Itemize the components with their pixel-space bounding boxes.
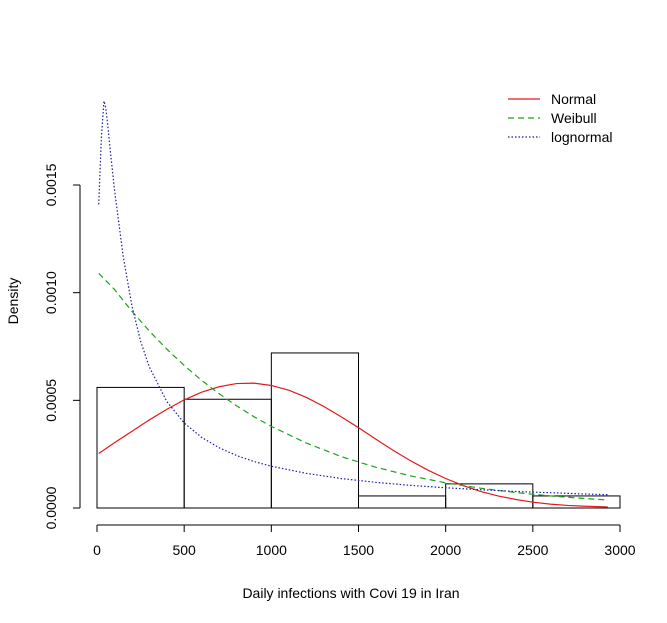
legend-label-lognormal: lognormal — [551, 129, 612, 145]
histogram-bars — [96, 352, 621, 509]
x-tick-label: 2000 — [430, 542, 461, 558]
legend-label-normal: Normal — [551, 91, 596, 107]
legend: Normal Weibull lognormal — [508, 91, 612, 145]
x-axis: 0 500 1000 1500 2000 2500 3000 — [93, 524, 636, 558]
histogram-bar-5 — [445, 483, 534, 509]
histogram-bar-2 — [183, 398, 272, 509]
fitted-curves — [98, 100, 608, 508]
y-tick-label: 0.0000 — [43, 486, 59, 529]
y-axis-label: Density — [5, 278, 21, 325]
histogram-bar-3 — [270, 352, 360, 509]
legend-label-weibull: Weibull — [551, 110, 597, 126]
histogram-bar-4 — [358, 495, 447, 509]
y-tick-label: 0.0015 — [43, 163, 59, 206]
y-tick-label: 0.0010 — [43, 271, 59, 314]
y-axis: 0.0000 0.0005 0.0010 0.0015 — [43, 163, 81, 529]
x-tick-label: 1500 — [343, 542, 374, 558]
x-tick-label: 1000 — [256, 542, 287, 558]
x-axis-label: Daily infections with Covi 19 in Iran — [242, 585, 459, 601]
x-tick-label: 500 — [172, 542, 196, 558]
weibull-curve — [98, 272, 608, 501]
x-tick-label: 2500 — [517, 542, 548, 558]
x-tick-label: 3000 — [604, 542, 635, 558]
normal-curve — [98, 382, 608, 508]
x-tick-label: 0 — [93, 542, 101, 558]
y-tick-label: 0.0005 — [43, 379, 59, 422]
histogram-bar-1 — [96, 386, 185, 509]
lognormal-curve — [98, 100, 608, 496]
